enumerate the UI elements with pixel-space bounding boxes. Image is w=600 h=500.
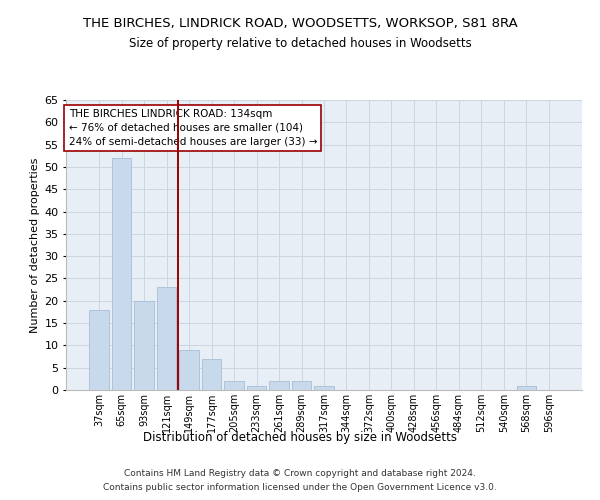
Bar bbox=[112, 158, 131, 390]
Bar bbox=[179, 350, 199, 390]
Bar bbox=[517, 386, 536, 390]
Bar bbox=[134, 301, 154, 390]
Bar bbox=[269, 381, 289, 390]
Bar bbox=[292, 381, 311, 390]
Text: Contains public sector information licensed under the Open Government Licence v3: Contains public sector information licen… bbox=[103, 484, 497, 492]
Text: Distribution of detached houses by size in Woodsetts: Distribution of detached houses by size … bbox=[143, 431, 457, 444]
Text: Contains HM Land Registry data © Crown copyright and database right 2024.: Contains HM Land Registry data © Crown c… bbox=[124, 468, 476, 477]
Text: Size of property relative to detached houses in Woodsetts: Size of property relative to detached ho… bbox=[128, 38, 472, 51]
Text: THE BIRCHES, LINDRICK ROAD, WOODSETTS, WORKSOP, S81 8RA: THE BIRCHES, LINDRICK ROAD, WOODSETTS, W… bbox=[83, 18, 517, 30]
Y-axis label: Number of detached properties: Number of detached properties bbox=[30, 158, 40, 332]
Text: THE BIRCHES LINDRICK ROAD: 134sqm
← 76% of detached houses are smaller (104)
24%: THE BIRCHES LINDRICK ROAD: 134sqm ← 76% … bbox=[68, 108, 317, 146]
Bar bbox=[224, 381, 244, 390]
Bar bbox=[247, 386, 266, 390]
Bar bbox=[157, 288, 176, 390]
Bar bbox=[314, 386, 334, 390]
Bar bbox=[89, 310, 109, 390]
Bar bbox=[202, 359, 221, 390]
